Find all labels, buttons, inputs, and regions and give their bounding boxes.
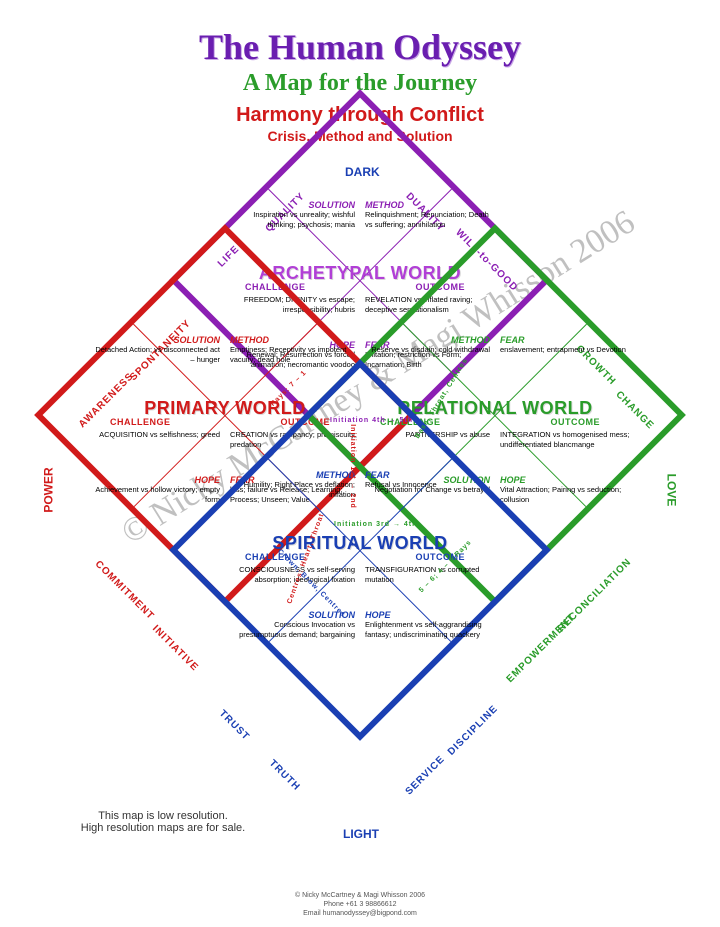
arch-method-lab: METHOD: [365, 200, 404, 210]
world-spiritual-content: SPIRITUAL WORLD CHALLENGE OUTCOME METHOD…: [225, 415, 495, 685]
axis-bottom: LIGHT: [343, 827, 379, 841]
relational-outcome-hdr: OUTCOME: [551, 417, 601, 427]
prim-method-txt: Emptiness; Receptivity vs impotent vacui…: [230, 345, 346, 364]
edge-bl2: INITIATIVE: [150, 623, 200, 673]
spir-outcome-txt: TRANSFIGURATION vs corrupted mutation: [365, 565, 479, 584]
rel-method-lab: METHOD: [451, 335, 490, 345]
edge-bbl2: TRUTH: [267, 758, 302, 793]
prim-challenge-txt: ACQUISITION vs selfishness; greed: [99, 430, 220, 439]
arch-method-txt: Relinquishment; Renunciation; Death vs s…: [365, 210, 489, 229]
spir-fearTop-txt: Refusal vs Innocence: [365, 480, 437, 489]
rel-fearTop-txt: enslavement; entrapment vs Devotion: [500, 345, 626, 354]
spir-fearTop-lab: FEAR: [365, 470, 390, 480]
arch-solution-lab: SOLUTION: [309, 200, 356, 210]
prim-hope-txt: Achievement vs hollow victory; empty for…: [95, 485, 220, 504]
spir-hope-lab: HOPE: [365, 610, 391, 620]
prim-hope-lab: HOPE: [194, 475, 220, 485]
rel-outcome-txt: INTEGRATION vs homogenised mess; undiffe…: [500, 430, 629, 449]
spir-method-txt: Humility; Right Place vs deflation; infl…: [244, 480, 355, 499]
diagram: DARK LIGHT POWER LOVE LIFE QUALITY DUALI…: [60, 165, 660, 845]
prim-method-lab: METHOD: [230, 335, 269, 345]
primary-challenge-hdr: CHALLENGE: [110, 417, 171, 427]
page-title: The Human Odyssey: [0, 26, 720, 68]
edge-bbl1: TRUST: [217, 708, 252, 743]
rel-hope-txt: Vital Attraction; Pairing vs seduction; …: [500, 485, 621, 504]
spiritual-challenge-hdr: CHALLENGE: [245, 552, 306, 562]
credit-line: © Nicky McCartney & Magi Whisson 2006Pho…: [0, 892, 720, 918]
axis-right: LOVE: [664, 474, 678, 507]
note-init34: Initiation 3rd → 4th: [334, 521, 417, 528]
note-init45: Initiation 4th → 5th: [330, 417, 413, 424]
footer-note: This map is low resolution.High resoluti…: [48, 810, 278, 834]
rel-hope-lab: HOPE: [500, 475, 526, 485]
edge-br2: EMPOWERMENT: [505, 612, 578, 685]
spir-solution-lab: SOLUTION: [309, 610, 356, 620]
edge-bl1: COMMITMENT: [93, 559, 157, 623]
spir-hope-txt: Enlightenment vs self-aggrandising fanta…: [365, 620, 482, 639]
note-init12: Initiation 1st → 2nd: [349, 424, 356, 509]
edge-bbr1: DISCIPLINE: [446, 703, 501, 758]
spir-solution-txt: Conscious Invocation vs presumptuous dem…: [239, 620, 355, 639]
prim-solution-txt: Detached Action; vs disconnected act – h…: [95, 345, 220, 364]
arch-solution-txt: Inspiration vs unreality; wishful thinki…: [253, 210, 355, 229]
rel-method-txt: Reserve vs disdain; cold withdrawal: [371, 345, 490, 354]
rel-fearTop-lab: FEAR: [500, 335, 525, 345]
edge-bbr2: SERVICE: [404, 754, 448, 798]
axis-left: POWER: [42, 467, 56, 512]
prim-solution-lab: SOLUTION: [174, 335, 221, 345]
page: The Human Odyssey A Map for the Journey …: [0, 0, 720, 927]
